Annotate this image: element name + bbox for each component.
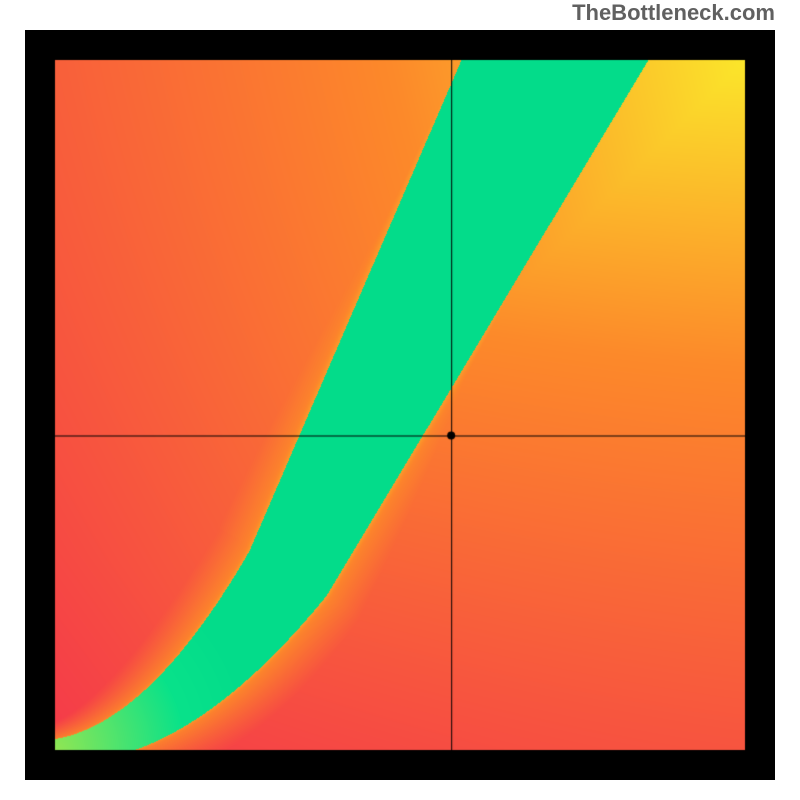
plot-frame [25, 30, 775, 780]
heatmap-canvas [25, 30, 775, 780]
chart-container: TheBottleneck.com [0, 0, 800, 800]
attribution-text: TheBottleneck.com [572, 0, 775, 26]
